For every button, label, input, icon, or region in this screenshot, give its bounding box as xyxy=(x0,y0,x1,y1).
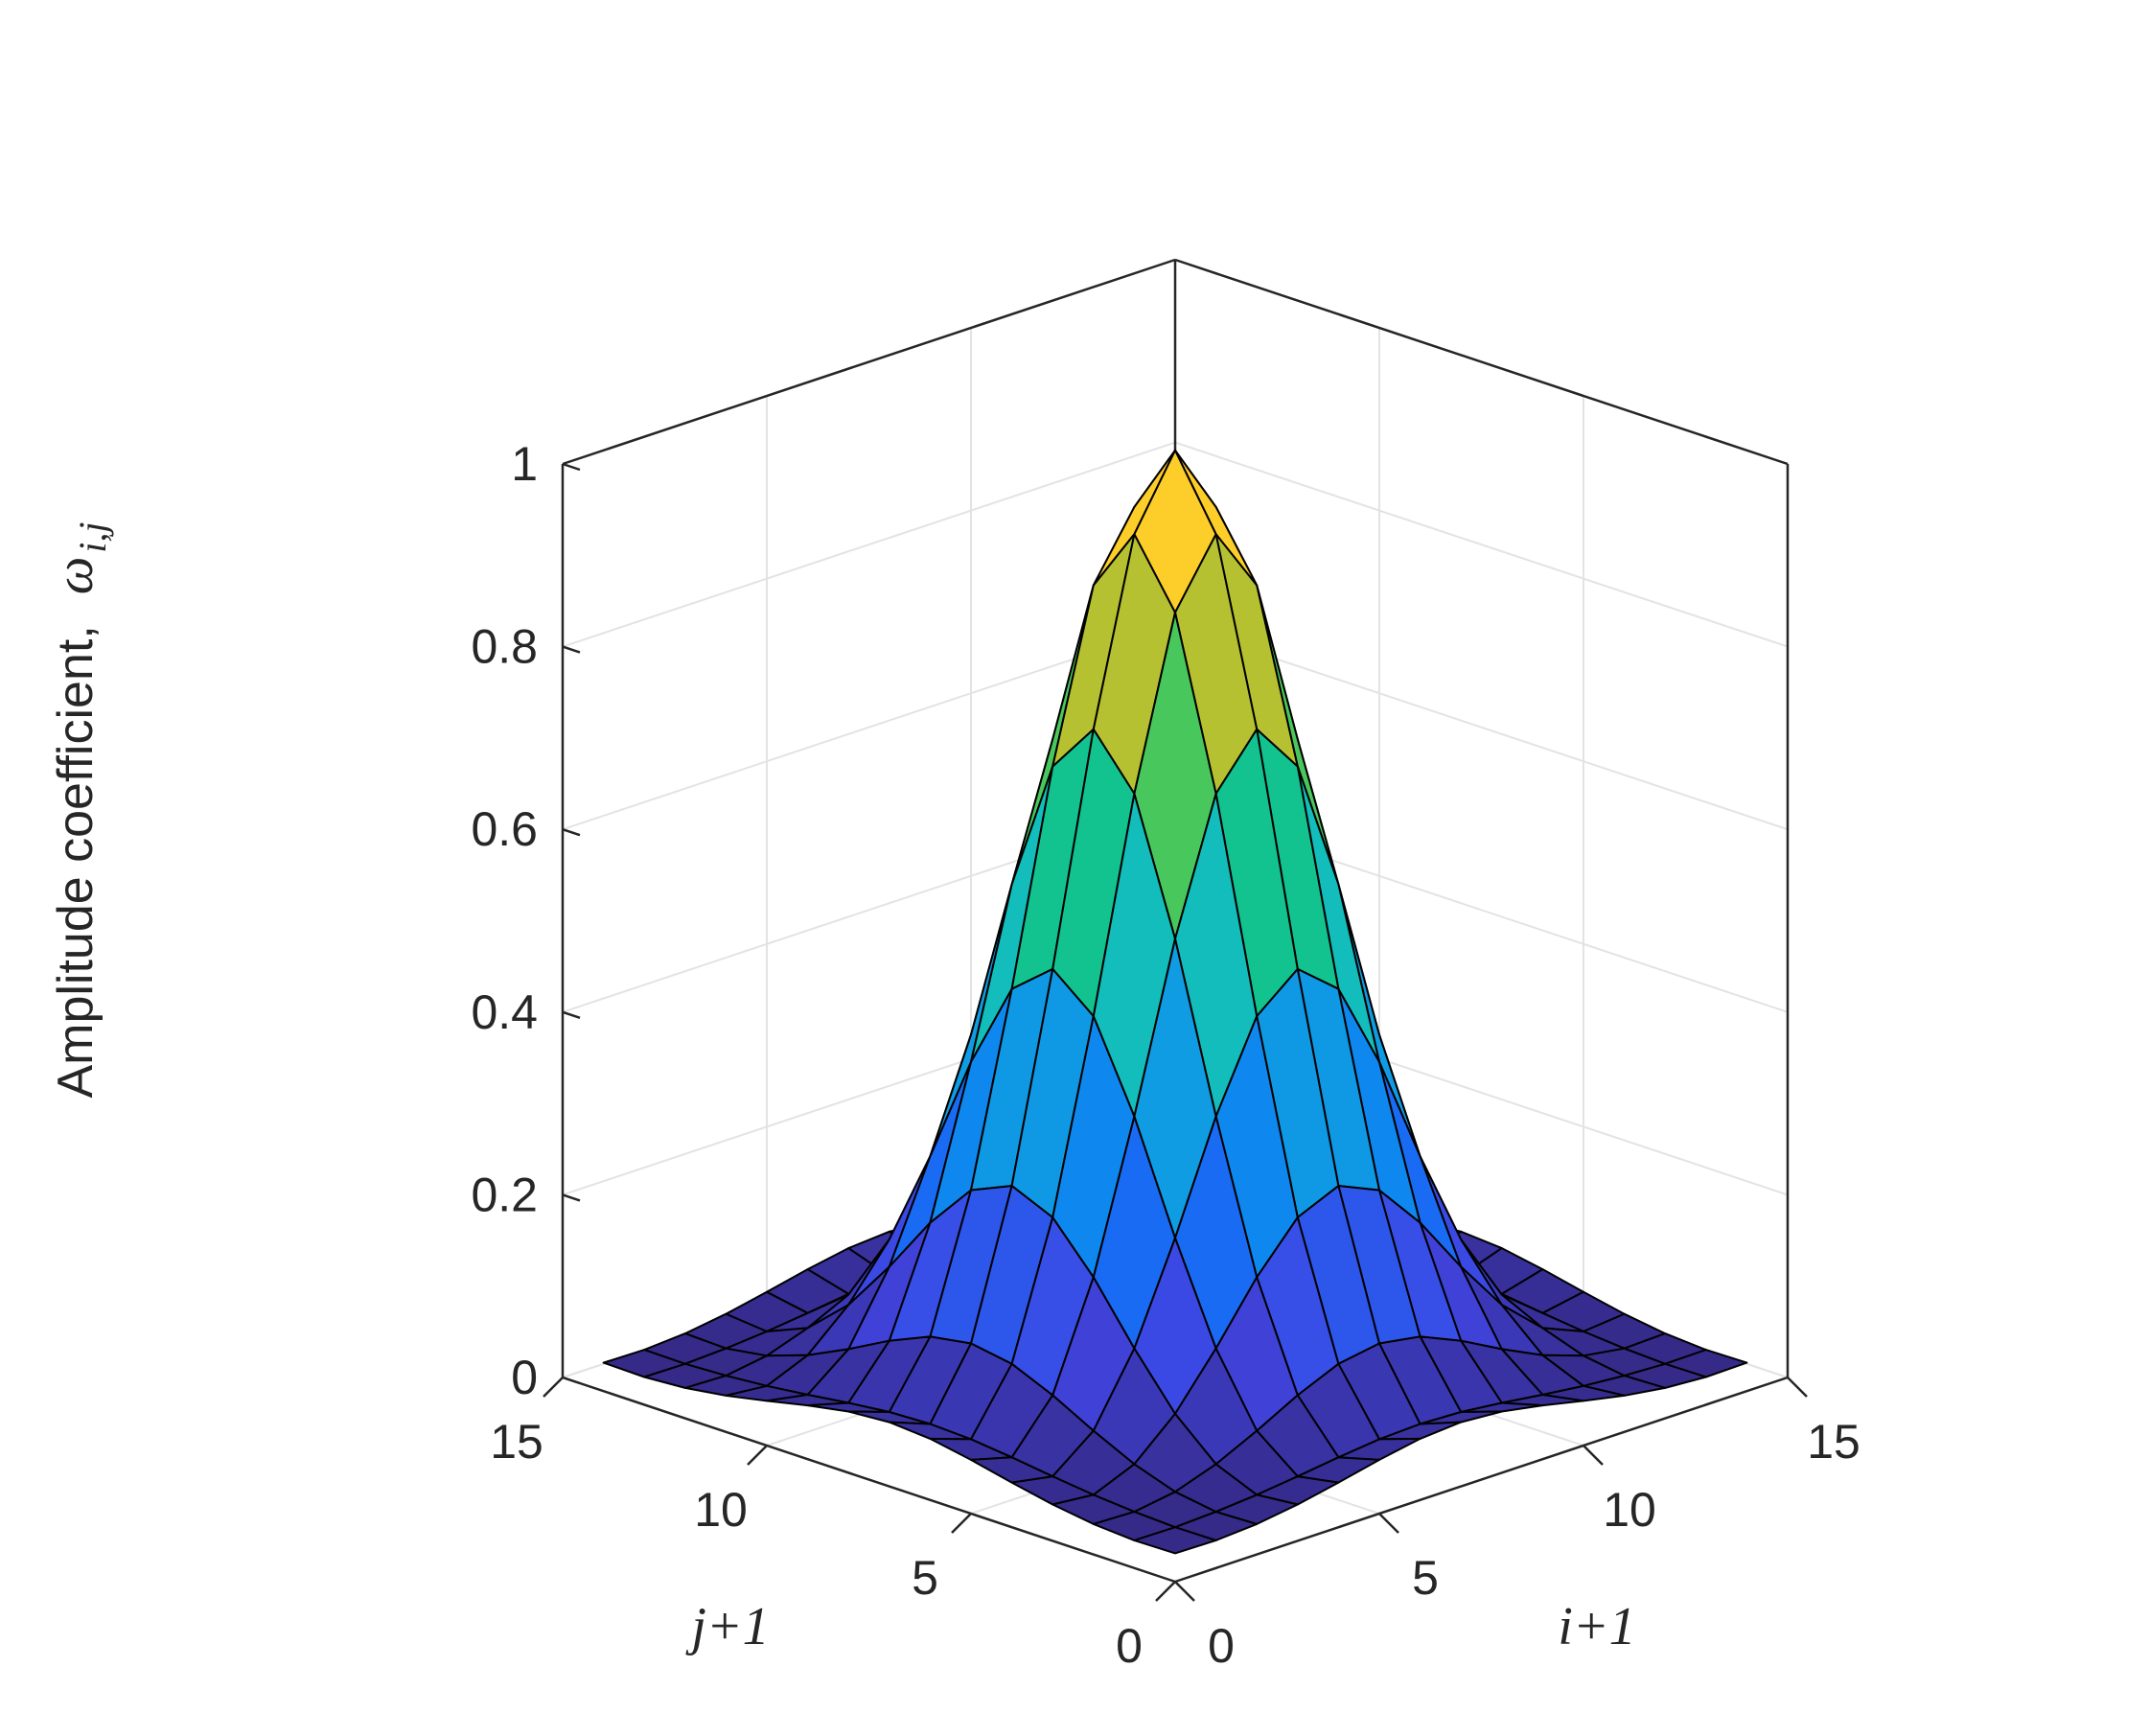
z-tick-mark xyxy=(562,1376,581,1385)
z-axis-label-symbol: ω xyxy=(45,557,104,595)
z-tick-label: 0.6 xyxy=(471,802,538,856)
axes-frame-edge xyxy=(1174,258,1789,466)
z-tick-label: 0.4 xyxy=(471,985,538,1039)
y-tick-label: 10 xyxy=(694,1483,748,1537)
z-tick-label: 0.2 xyxy=(471,1168,538,1221)
x-tick-label: 15 xyxy=(1807,1415,1860,1469)
axes-frame-edge xyxy=(1174,1376,1789,1584)
y-tick-mark xyxy=(1155,1581,1176,1602)
z-axis-label: Amplitude coefficient, ω i,j xyxy=(45,521,114,1098)
x-tick-label: 10 xyxy=(1603,1483,1656,1537)
y-tick-mark xyxy=(951,1513,972,1534)
z-tick-mark xyxy=(562,645,581,654)
axes-frame-edge xyxy=(562,258,1176,466)
y-tick-label: 15 xyxy=(490,1415,543,1469)
z-tick-label: 0.8 xyxy=(471,620,538,674)
x-tick-mark xyxy=(1378,1513,1399,1534)
y-tick-mark xyxy=(543,1377,564,1398)
axes-frame-edge xyxy=(562,1376,1176,1584)
surface-patch xyxy=(1133,1526,1217,1555)
z-tick-mark xyxy=(562,828,581,837)
z-tick-mark xyxy=(562,462,581,472)
x-tick-label: 0 xyxy=(1208,1619,1235,1673)
y-axis-label: j+1 xyxy=(685,1597,769,1656)
y-tick-mark xyxy=(747,1445,768,1466)
axis-labels: i+1 j+1 Amplitude coefficient, ω i,j xyxy=(45,521,1636,1656)
y-tick-label: 5 xyxy=(912,1551,938,1605)
svg-text:Amplitude coefficient,: Amplitude coefficient, ω i,j xyxy=(45,521,114,1098)
z-tick-mark xyxy=(562,1193,581,1202)
surface-mesh xyxy=(602,449,1748,1555)
x-axis-label: i+1 xyxy=(1558,1597,1635,1656)
z-tick-label: 0 xyxy=(511,1351,538,1404)
x-tick-label: 5 xyxy=(1412,1551,1439,1605)
x-tick-mark xyxy=(1787,1377,1808,1398)
z-tick-mark xyxy=(562,1010,581,1019)
x-tick-mark xyxy=(1174,1581,1195,1602)
x-tick-mark xyxy=(1583,1445,1604,1466)
z-axis-label-text: Amplitude coefficient, xyxy=(48,625,104,1098)
y-tick-label: 0 xyxy=(1116,1619,1143,1673)
z-axis-label-subscript: i,j xyxy=(71,521,114,552)
z-tick-label: 1 xyxy=(511,437,538,491)
